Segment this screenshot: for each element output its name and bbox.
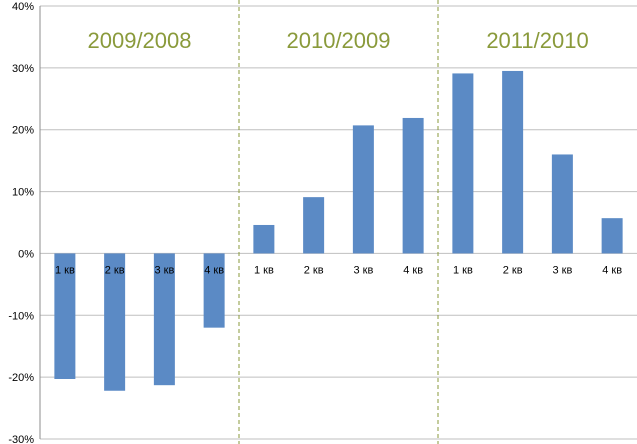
period-label: 2011/2010 [486, 28, 588, 53]
category-label: 3 кв [552, 264, 572, 276]
bar [253, 224, 275, 254]
category-label: 4 кв [403, 264, 423, 276]
bar [303, 197, 325, 254]
category-label: 1 кв [55, 264, 75, 276]
y-tick-label: -20% [8, 372, 34, 384]
category-label: 3 кв [353, 264, 373, 276]
category-label: 4 кв [204, 264, 224, 276]
y-tick-label: -30% [8, 434, 34, 444]
category-label: 1 кв [254, 264, 274, 276]
bar [502, 70, 524, 254]
bar [402, 117, 424, 254]
category-label: 4 кв [602, 264, 622, 276]
bar [352, 125, 374, 254]
y-tick-label: 40% [12, 1, 34, 13]
category-label: 3 кв [154, 264, 174, 276]
bar [452, 73, 474, 254]
category-label: 1 кв [453, 264, 473, 276]
period-label: 2010/2009 [287, 28, 391, 53]
y-tick-label: 0% [18, 248, 34, 260]
bar [601, 218, 623, 254]
y-tick-label: 10% [12, 187, 34, 199]
bar [551, 154, 573, 254]
category-label: 2 кв [304, 264, 324, 276]
bar [153, 253, 175, 386]
y-tick-label: -10% [8, 310, 34, 322]
bar [104, 253, 126, 391]
period-label: 2009/2008 [88, 28, 192, 53]
y-tick-label: 30% [12, 63, 34, 75]
bar [203, 253, 225, 328]
category-label: 2 кв [105, 264, 125, 276]
y-tick-label: 20% [12, 125, 34, 137]
bar [54, 253, 76, 379]
category-label: 2 кв [503, 264, 523, 276]
